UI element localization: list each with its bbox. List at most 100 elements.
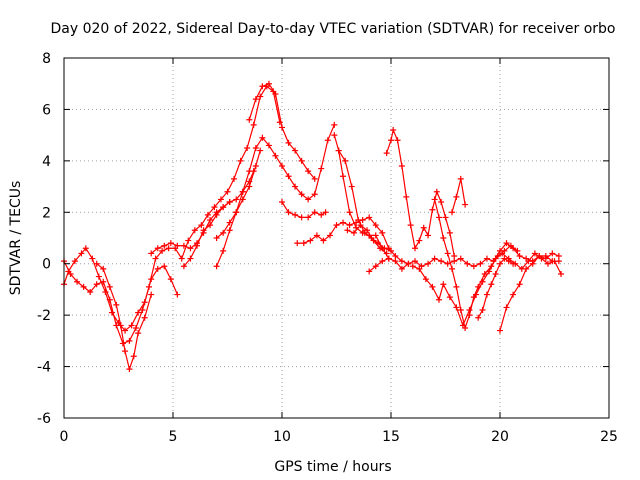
data-point [250, 121, 257, 128]
data-point [497, 260, 503, 267]
y-tick-label: -6 [37, 411, 51, 427]
data-point [405, 260, 412, 267]
data-point [555, 253, 562, 259]
data-point [366, 214, 373, 221]
y-tick-label: 6 [42, 102, 51, 118]
data-point [174, 291, 181, 298]
series-track-7 [213, 147, 264, 241]
data-point [161, 263, 168, 270]
data-point [279, 199, 285, 205]
data-point [305, 196, 312, 203]
data-point [383, 250, 390, 257]
series-track-9 [279, 199, 329, 221]
data-point [122, 327, 129, 334]
data-point [148, 291, 155, 298]
data-point [279, 163, 285, 169]
data-point [252, 145, 259, 151]
data-point [425, 260, 432, 267]
data-point [342, 157, 349, 164]
data-point [549, 258, 556, 265]
data-point [204, 211, 211, 218]
data-point [440, 281, 447, 288]
data-point [311, 191, 318, 198]
data-point [198, 222, 205, 229]
data-point [135, 309, 142, 316]
data-point [435, 214, 442, 221]
data-point [429, 206, 436, 213]
data-point [346, 222, 353, 229]
x-tick-label: 25 [600, 429, 618, 445]
series-line [297, 216, 409, 265]
data-point [429, 283, 436, 290]
data-point [348, 183, 355, 190]
data-point [148, 250, 155, 257]
data-point [326, 232, 333, 239]
data-point [529, 260, 536, 267]
data-point [257, 93, 264, 100]
data-point [307, 237, 314, 244]
data-point [161, 242, 168, 249]
data-point [320, 237, 327, 244]
data-point [510, 260, 517, 267]
series-line [412, 252, 562, 328]
data-point [350, 229, 357, 236]
data-point [503, 240, 510, 247]
data-point [549, 250, 556, 257]
data-point [298, 157, 305, 164]
data-series [61, 80, 565, 373]
series-track-17 [431, 196, 521, 331]
series-line [216, 124, 335, 267]
data-point [462, 325, 469, 331]
data-point [475, 314, 482, 321]
data-point [180, 242, 187, 249]
data-point [128, 322, 135, 329]
data-point [420, 224, 427, 231]
data-point [167, 240, 174, 247]
series-track-2 [61, 245, 181, 334]
series-line [499, 255, 559, 331]
data-point [102, 289, 109, 295]
data-point [470, 263, 477, 270]
series-track-18 [449, 175, 469, 216]
data-point [483, 255, 490, 262]
data-point [292, 211, 299, 218]
data-point [300, 240, 307, 247]
data-point [516, 253, 523, 259]
data-point [276, 119, 283, 126]
series-line [386, 127, 455, 257]
data-point [217, 196, 224, 203]
data-point [409, 263, 416, 270]
data-point [187, 245, 194, 252]
data-point [224, 188, 231, 195]
data-point [544, 260, 551, 267]
data-point [233, 209, 240, 216]
data-point [113, 301, 120, 308]
data-point [457, 255, 464, 262]
data-point [74, 278, 81, 285]
data-point [285, 173, 292, 180]
data-point [272, 91, 279, 97]
data-point [505, 258, 512, 265]
data-point [246, 116, 253, 123]
data-point [226, 219, 233, 226]
data-point [483, 291, 490, 298]
data-point [416, 265, 423, 272]
data-point [446, 229, 453, 236]
data-point [80, 283, 87, 290]
data-point [453, 283, 460, 290]
data-point [398, 265, 405, 272]
x-axis-label: GPS time / hours [274, 459, 391, 475]
data-point [257, 147, 264, 154]
data-point [246, 168, 253, 175]
data-point [331, 121, 338, 128]
data-point [411, 245, 418, 252]
series-track-15 [366, 240, 562, 275]
data-point [313, 232, 320, 239]
data-point [122, 348, 129, 355]
y-tick-label: -2 [37, 308, 51, 324]
data-point [93, 281, 100, 288]
data-point [191, 227, 198, 234]
series-line [96, 263, 152, 372]
data-point [442, 214, 449, 221]
data-point [178, 255, 185, 262]
